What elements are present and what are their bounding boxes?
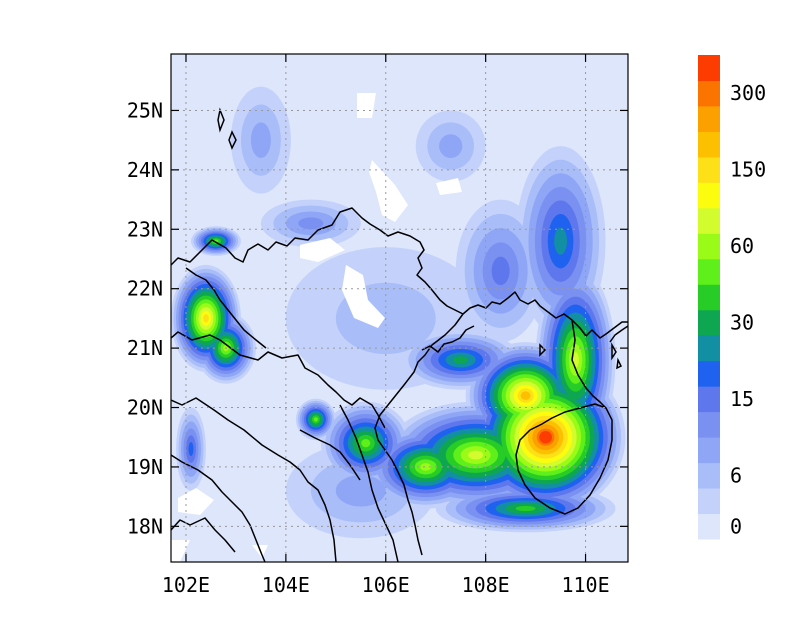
inner-border-north — [185, 267, 267, 349]
myanmar-laos-border — [171, 517, 236, 553]
contour-level-12 — [468, 450, 484, 460]
colorbar-label: 150 — [730, 158, 766, 182]
y-tick-label: 20N — [127, 396, 163, 420]
contour-level-7 — [554, 227, 567, 255]
y-tick-label: 18N — [127, 514, 163, 538]
colorbar-swatch — [698, 462, 720, 489]
x-tick-label: 110E — [561, 573, 609, 597]
colorbar-swatch — [698, 258, 720, 285]
colorbar-swatch — [698, 80, 720, 107]
colorbar-swatch — [698, 335, 720, 362]
colorbar-swatch — [698, 284, 720, 311]
contour-level-6 — [188, 442, 194, 457]
contour-level-3 — [335, 474, 386, 507]
colorbar-label: 0 — [730, 514, 742, 538]
laos-west-border — [171, 454, 266, 562]
colorbar-swatch — [698, 513, 720, 540]
contour-level-4 — [298, 217, 324, 230]
colorbar-swatch — [698, 182, 720, 209]
x-tick-label: 104E — [262, 573, 310, 597]
colorbar-label: 300 — [730, 81, 766, 105]
contour-level-10 — [361, 439, 371, 448]
colorbar-swatch — [698, 156, 720, 183]
vietnam-south-border — [339, 404, 399, 562]
y-tick-label: 19N — [127, 455, 163, 479]
colorbar-swatch — [698, 131, 720, 158]
gulf-of-tonkin-coast — [374, 313, 464, 556]
contour-level-3 — [439, 134, 463, 158]
colorbar-label: 30 — [730, 310, 754, 334]
colorbar-swatch — [698, 233, 720, 260]
x-tick-label: 102E — [162, 573, 210, 597]
y-tick-label: 24N — [127, 158, 163, 182]
contour-level-18 — [539, 431, 552, 444]
laos-vietnam-border — [171, 331, 386, 429]
missing-data-patches — [171, 93, 462, 562]
china-south-coast — [462, 291, 628, 339]
plot-frame — [170, 53, 629, 563]
x-tick-label: 108E — [462, 573, 510, 597]
y-tick-label: 25N — [127, 98, 163, 122]
colorbar-label: 15 — [730, 387, 754, 411]
contour-level-15 — [520, 391, 531, 400]
colorbar-swatch — [698, 207, 720, 234]
contour-level-3 — [250, 122, 271, 158]
contour-level-11 — [420, 463, 432, 471]
guangdong-coast-east — [609, 325, 628, 343]
y-tick-label: 23N — [127, 217, 163, 241]
china-vietnam-border — [171, 207, 464, 315]
contour-field — [171, 86, 626, 539]
river-outline-south — [299, 429, 361, 481]
colorbar-swatch — [698, 411, 720, 438]
colorbar-swatch — [698, 360, 720, 387]
colorbar-swatch — [698, 55, 720, 81]
small-islands — [217, 107, 623, 370]
y-tick-label: 21N — [127, 336, 163, 360]
contour-level-14 — [203, 314, 209, 323]
colorbar-swatch — [698, 437, 720, 464]
east-islands — [421, 325, 475, 353]
colorbar-swatch — [698, 105, 720, 132]
colorbar-label: 60 — [730, 234, 754, 258]
colorbar: 0 6 15 30 60 150 300 — [698, 55, 766, 540]
colorbar-swatch — [698, 386, 720, 413]
leizhou-peninsula — [571, 319, 607, 409]
y-tick-label: 22N — [127, 277, 163, 301]
coastlines-and-borders — [171, 207, 628, 562]
colorbar-label: 6 — [730, 463, 742, 487]
contour-level-8 — [453, 356, 469, 364]
colorbar-swatch — [698, 309, 720, 336]
x-tick-label: 106E — [362, 573, 410, 597]
lat-lon-gridlines — [171, 54, 628, 562]
hainan-island — [515, 403, 613, 515]
contour-level-9 — [515, 505, 536, 512]
contour-level-5 — [491, 256, 510, 286]
colorbar-swatch — [698, 488, 720, 515]
laos-thailand-border — [171, 397, 337, 562]
contour-level-10 — [313, 417, 318, 422]
axis-ticks: 102E 104E 106E 108E 110E 25N 24N 23N 22N 21N 20N 19… — [127, 54, 628, 597]
